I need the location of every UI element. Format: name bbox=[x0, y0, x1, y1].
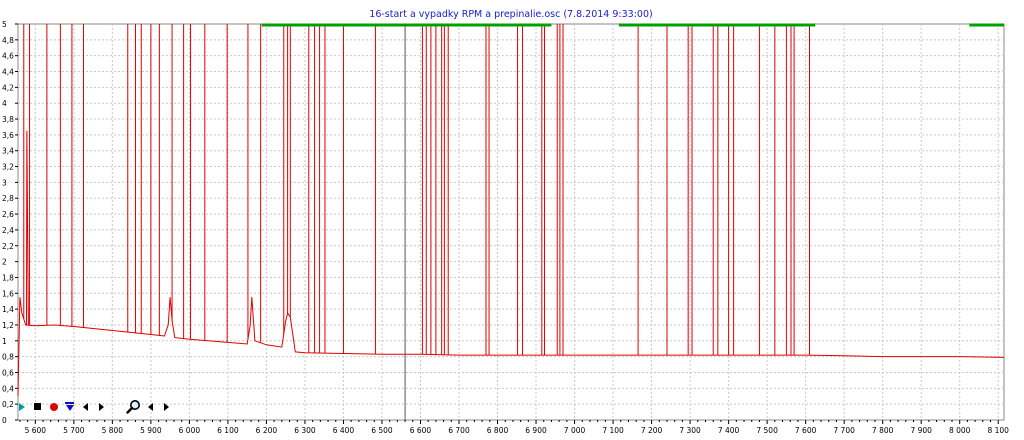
y-tick-label: 2,2 bbox=[2, 242, 14, 251]
series-line-signal bbox=[17, 297, 1005, 397]
chart-title: 16-start a vypadky RPM a prepinalie.osc … bbox=[369, 9, 652, 20]
plot-frame bbox=[17, 23, 1005, 421]
record-button[interactable] bbox=[46, 399, 61, 414]
zoom-button[interactable] bbox=[125, 399, 142, 414]
y-axis: 0 0,2 0,4 0,6 0,8 1 1,2 1,4 1,6 1,8 2 2,2 2,4 2,6 2,8 3… bbox=[2, 20, 18, 425]
x-tick-label: 7 800 bbox=[872, 426, 894, 435]
x-tick-label: 6 000 bbox=[179, 426, 201, 435]
y-tick-label: 4 bbox=[2, 99, 7, 108]
x-tick-label: 7 200 bbox=[641, 426, 663, 435]
x-tick-label: 6 500 bbox=[371, 426, 393, 435]
play-button[interactable] bbox=[14, 399, 29, 414]
signal-spike bbox=[25, 130, 29, 325]
triangle-down-icon bbox=[65, 402, 74, 411]
y-tick-label: 3,8 bbox=[2, 115, 14, 124]
y-tick-label: 1 bbox=[2, 337, 7, 346]
chevron-left-icon bbox=[148, 402, 153, 411]
zoom-icon bbox=[126, 400, 140, 414]
y-tick-label: 4,4 bbox=[2, 68, 14, 77]
y-tick-label: 2 bbox=[2, 258, 7, 267]
playback-toolbar bbox=[14, 398, 174, 415]
y-tick-label: 4,2 bbox=[2, 83, 14, 92]
y-tick-label: 4,6 bbox=[2, 52, 14, 61]
x-tick-label: 7 400 bbox=[718, 426, 740, 435]
marker-button[interactable] bbox=[62, 399, 77, 414]
x-tick-label: 7 500 bbox=[756, 426, 778, 435]
y-tick-label: 4,8 bbox=[2, 36, 14, 45]
x-tick-label: 6 900 bbox=[525, 426, 547, 435]
y-tick-label: 2,4 bbox=[2, 226, 14, 235]
x-axis: 5 600 5 700 5 800 5 900 6 000 6 100 6 200 6 300… bbox=[19, 420, 1009, 435]
x-tick-label: 8 000 bbox=[949, 426, 971, 435]
y-tick-label: 0 bbox=[2, 416, 7, 425]
x-tick-label: 7 100 bbox=[602, 426, 624, 435]
x-tick-label: 7 900 bbox=[910, 426, 932, 435]
play-icon bbox=[18, 402, 25, 411]
x-tick-label: 7 000 bbox=[564, 426, 586, 435]
x-tick-label: 6 400 bbox=[333, 426, 355, 435]
y-tick-label: 5 bbox=[2, 20, 7, 29]
stop-button[interactable] bbox=[30, 399, 45, 414]
record-icon bbox=[49, 402, 58, 411]
y-tick-label: 0,2 bbox=[2, 400, 14, 409]
chevron-right-icon bbox=[164, 402, 169, 411]
x-tick-label: 6 200 bbox=[256, 426, 278, 435]
y-tick-label: 3,6 bbox=[2, 131, 14, 140]
y-tick-label: 3,4 bbox=[2, 147, 14, 156]
x-tick-label: 7 300 bbox=[679, 426, 701, 435]
x-tick-label: 5 800 bbox=[102, 426, 124, 435]
y-tick-label: 0,8 bbox=[2, 353, 14, 362]
x-tick-label: 6 600 bbox=[410, 426, 432, 435]
y-tick-label: 3 bbox=[2, 178, 7, 187]
grid bbox=[18, 24, 1004, 420]
chevron-left-icon bbox=[83, 402, 88, 411]
y-tick-label: 2,6 bbox=[2, 210, 14, 219]
x-tick-label: 6 300 bbox=[294, 426, 316, 435]
next-button[interactable] bbox=[94, 399, 109, 414]
y-tick-label: 1,8 bbox=[2, 273, 14, 282]
x-tick-label: 6 800 bbox=[487, 426, 509, 435]
x-tick-label: 8 100 bbox=[987, 426, 1009, 435]
x-tick-label: 7 600 bbox=[795, 426, 817, 435]
y-tick-label: 1,2 bbox=[2, 321, 14, 330]
chevron-right-icon bbox=[99, 402, 104, 411]
x-tick-label: 5 600 bbox=[25, 426, 47, 435]
x-tick-label: 6 100 bbox=[217, 426, 239, 435]
zoom-right-button[interactable] bbox=[159, 399, 174, 414]
series-layer bbox=[17, 23, 1005, 397]
x-tick-label: 7 700 bbox=[833, 426, 855, 435]
x-tick-label: 5 700 bbox=[63, 426, 85, 435]
y-tick-label: 0,6 bbox=[2, 368, 14, 377]
x-tick-label: 6 700 bbox=[448, 426, 470, 435]
y-tick-label: 3,2 bbox=[2, 163, 14, 172]
zoom-left-button[interactable] bbox=[143, 399, 158, 414]
y-tick-label: 0,4 bbox=[2, 384, 14, 393]
x-tick-label: 5 900 bbox=[140, 426, 162, 435]
y-tick-label: 1,6 bbox=[2, 289, 14, 298]
previous-button[interactable] bbox=[78, 399, 93, 414]
y-tick-label: 2,8 bbox=[2, 194, 14, 203]
stop-icon bbox=[34, 403, 41, 410]
y-tick-label: 1,4 bbox=[2, 305, 14, 314]
